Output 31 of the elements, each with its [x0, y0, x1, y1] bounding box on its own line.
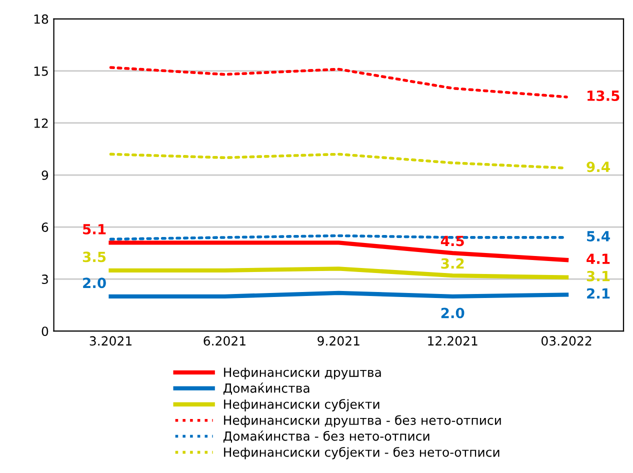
x-tick-label: 6.2021 — [204, 336, 246, 346]
y-tick-label: 3 — [42, 274, 48, 284]
legend-label: Нефинансиски друштва — [224, 368, 381, 380]
data-label: 3.1 — [586, 270, 610, 282]
data-label: 3.5 — [82, 252, 106, 262]
line-series — [109, 66, 568, 98]
y-tick-label: 18 — [34, 14, 48, 24]
legend-label: Нефинансиски друштва - без нето-отписи — [224, 415, 501, 428]
legend-label: Домаќинства - без нето-отписи — [223, 430, 430, 443]
data-label: 3.2 — [441, 258, 464, 269]
x-tick-label: 12.2021 — [428, 336, 478, 346]
x-tick-label: 03.2022 — [542, 336, 592, 346]
data-label: 9.4 — [586, 162, 610, 172]
data-label: 2.0 — [83, 278, 106, 288]
y-tick-label: 12 — [34, 118, 48, 128]
legend-label: Домаќинства — [223, 382, 310, 395]
data-label: 5.4 — [587, 231, 610, 242]
data-label: 2.1 — [587, 288, 610, 299]
y-tick-label: 6 — [42, 222, 48, 232]
x-tick-label: 3.2021 — [90, 336, 132, 346]
data-label: 4.5 — [440, 236, 464, 246]
x-tick-label: 9.2021 — [318, 336, 360, 346]
data-label: 5.1 — [83, 224, 106, 234]
y-tick-label: 15 — [34, 66, 48, 76]
legend-label: Нефинансиски субјекти — [224, 399, 380, 412]
data-label: 4.1 — [586, 254, 610, 264]
legend-label: Нефинансиски субјекти - без нето-отписи — [224, 446, 500, 460]
data-label: 2.0 — [441, 308, 464, 318]
y-tick-label: 0 — [42, 326, 48, 336]
y-tick-label: 9 — [42, 170, 48, 180]
data-label: 13.5 — [588, 90, 620, 101]
